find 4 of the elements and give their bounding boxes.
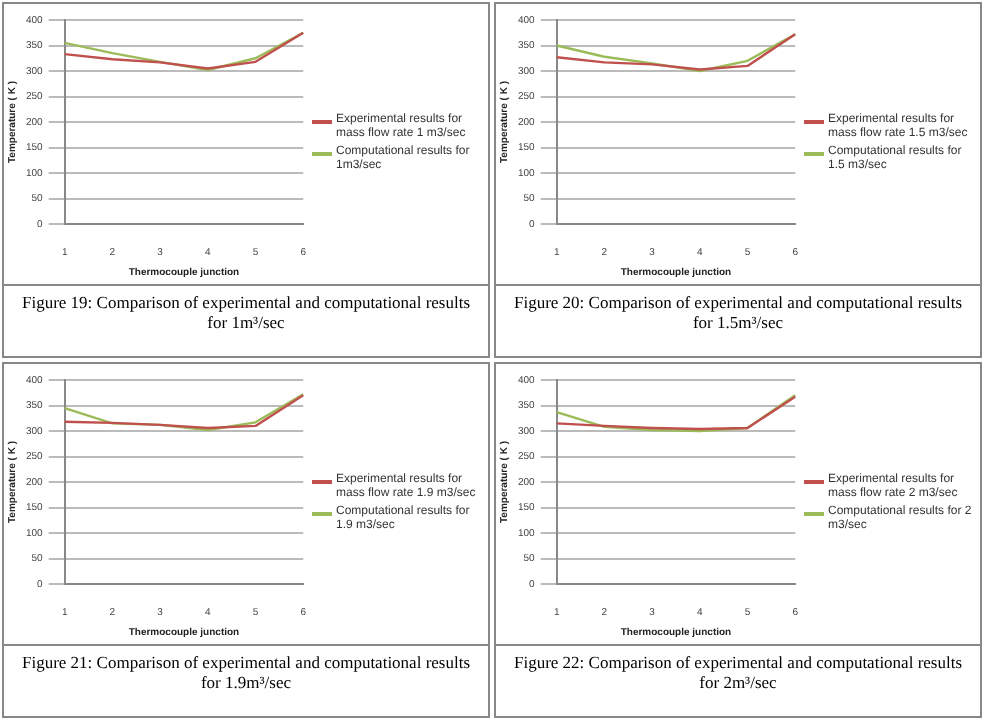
text: Figure 22: Comparison of experimental and computational results for 2m³/sec (511, 650, 965, 696)
text: Figure 21: Comparison of experimental and computational results for 1.9m³/sec (19, 650, 473, 696)
text: Figure 19: Comparison of experimental and computational results for 1m³/sec (19, 290, 473, 336)
text: Figure 20: Comparison of experimental and computational results for 1.5m³/sec (511, 290, 965, 336)
